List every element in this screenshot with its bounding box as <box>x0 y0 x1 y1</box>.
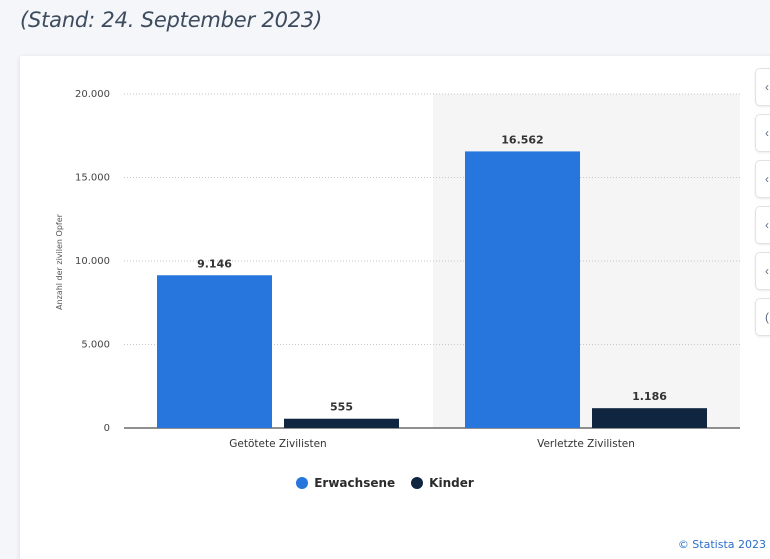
y-tick-label: 0 <box>104 423 110 434</box>
data-label: 1.186 <box>632 390 667 403</box>
data-label: 16.562 <box>501 133 543 146</box>
star-button[interactable]: ‹ <box>755 114 770 152</box>
quote-button[interactable]: ( <box>755 298 770 336</box>
bell-icon: ‹ <box>765 80 769 94</box>
bar-kinder-2[interactable] <box>592 408 707 428</box>
chart-legend: Erwachsene Kinder <box>0 476 770 490</box>
y-axis-title: Anzahl der zivilen Opfer <box>55 213 64 310</box>
toolbar: ‹ ‹ ‹ ‹ ‹ ( <box>755 68 770 344</box>
settings-icon: ‹ <box>765 172 769 186</box>
legend-label-erwachsene: Erwachsene <box>314 476 396 490</box>
bar-kinder-1[interactable] <box>284 418 399 428</box>
data-label: 9.146 <box>197 257 232 270</box>
bar-erwachsene-1[interactable] <box>157 275 272 428</box>
download-button[interactable]: ‹ <box>755 206 770 244</box>
share-button[interactable]: ‹ <box>755 252 770 290</box>
legend-item-kinder[interactable]: Kinder <box>411 476 474 490</box>
bar-erwachsene-2[interactable] <box>465 151 580 428</box>
y-tick-label: 15.000 <box>75 173 110 184</box>
legend-label-kinder: Kinder <box>429 476 474 490</box>
y-tick-label: 10.000 <box>75 256 110 267</box>
legend-marker-erwachsene <box>296 477 309 489</box>
y-tick-label: 5.000 <box>81 340 110 351</box>
data-label: 555 <box>330 401 353 414</box>
y-tick-label: 20.000 <box>75 89 110 100</box>
x-tick-label: Getötete Zivilisten <box>229 438 326 450</box>
bell-button[interactable]: ‹ <box>755 68 770 106</box>
legend-item-erwachsene[interactable]: Erwachsene <box>296 476 395 490</box>
chart-subtitle: (Stand: 24. September 2023) <box>20 8 323 32</box>
statista-credit-link[interactable]: © Statista 2023 <box>677 538 766 551</box>
star-icon: ‹ <box>765 126 769 140</box>
download-icon: ‹ <box>765 218 769 232</box>
legend-marker-kinder <box>411 477 424 489</box>
settings-button[interactable]: ‹ <box>755 160 770 198</box>
x-tick-label: Verletzte Zivilisten <box>537 438 635 450</box>
share-icon: ‹ <box>765 264 769 278</box>
quote-icon: ( <box>765 310 769 324</box>
